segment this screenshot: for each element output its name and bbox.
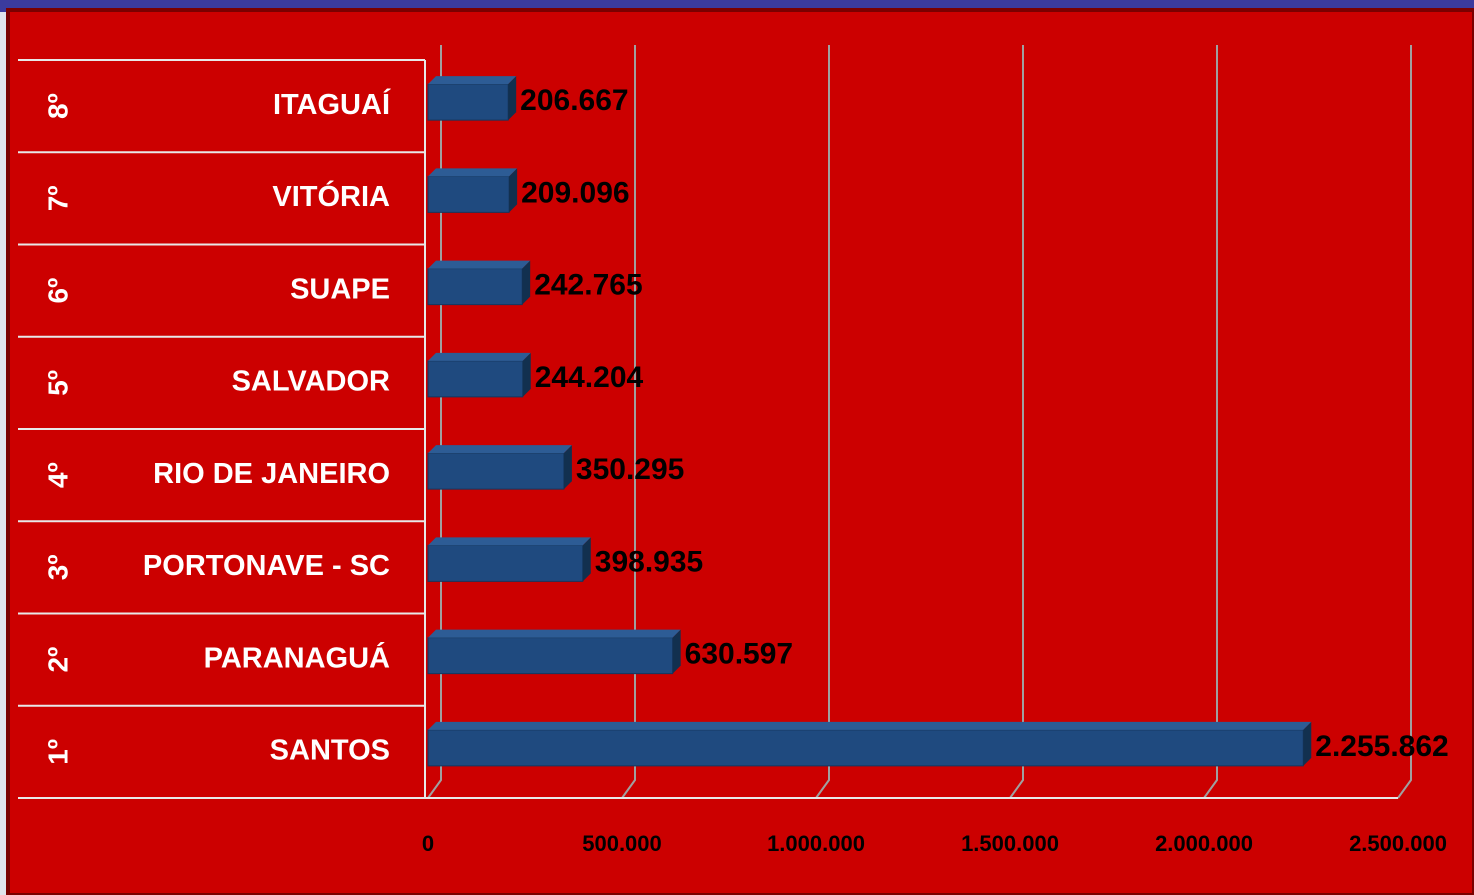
grid-line [1009, 45, 1024, 799]
rank-label: 4º [42, 462, 73, 488]
grid-line [1203, 45, 1218, 799]
bar-top [428, 445, 572, 454]
bar-top [428, 76, 517, 85]
bar-top [428, 721, 1312, 730]
x-tick-label: 2.500.000 [1349, 831, 1447, 856]
value-label: 630.597 [685, 638, 793, 671]
bar-top [428, 260, 531, 269]
x-tick-label: 0 [422, 831, 434, 856]
grid-line [815, 45, 830, 799]
bar-side [563, 445, 572, 490]
rank-label: 5º [42, 370, 73, 396]
bar [427, 268, 523, 306]
value-label: 398.935 [595, 545, 703, 578]
grid-line [621, 45, 636, 799]
bar [427, 637, 674, 675]
category-label: SANTOS [270, 735, 390, 767]
x-tick-label: 1.000.000 [767, 831, 865, 856]
bar-side [509, 168, 518, 213]
category-label: SALVADOR [232, 366, 390, 398]
bar-side [582, 537, 591, 582]
bar-top [428, 168, 518, 177]
bar-top [428, 352, 531, 361]
category-label: PARANAGUÁ [204, 640, 390, 674]
bar-top [428, 629, 681, 638]
category-label: SUAPE [290, 273, 390, 305]
value-label: 244.204 [535, 361, 644, 394]
rank-label: 2º [42, 647, 73, 673]
bar-side [522, 260, 531, 305]
bar [427, 360, 524, 398]
bar-side [672, 629, 681, 674]
bar [427, 729, 1304, 767]
x-tick-label: 2.000.000 [1155, 831, 1253, 856]
x-tick-label: 1.500.000 [961, 831, 1059, 856]
x-tick-label: 500.000 [582, 831, 662, 856]
value-label: 242.765 [534, 269, 642, 302]
rank-label: 8º [42, 93, 73, 119]
rank-label: 7º [42, 185, 73, 211]
bar [427, 544, 584, 582]
category-label: ITAGUAÍ [273, 87, 391, 121]
grid-line [1397, 45, 1412, 799]
bar-side [522, 352, 531, 397]
rank-label: 3º [42, 554, 73, 580]
category-label: PORTONAVE - SC [143, 550, 390, 582]
bar-top [428, 537, 591, 546]
value-label: 350.295 [576, 453, 684, 486]
category-label: RIO DE JANEIRO [153, 458, 390, 490]
rank-label: 6º [42, 278, 73, 304]
bar-side [1303, 721, 1312, 766]
category-label: VITÓRIA [272, 179, 390, 213]
value-label: 206.667 [520, 84, 628, 117]
bar-side [508, 76, 517, 121]
bar [427, 83, 509, 121]
bar [427, 175, 510, 213]
value-label: 209.096 [521, 176, 629, 209]
value-label: 2.255.862 [1315, 730, 1448, 763]
bar [427, 452, 565, 490]
rank-label: 1º [42, 739, 73, 765]
